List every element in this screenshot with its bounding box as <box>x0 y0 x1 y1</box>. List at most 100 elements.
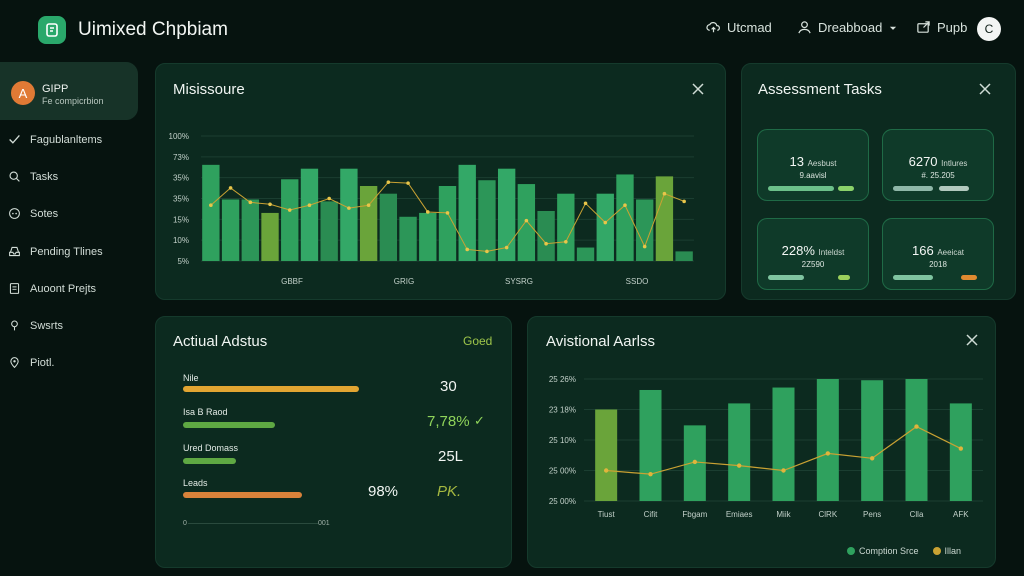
dashboard-dropdown[interactable]: Dreabboad <box>797 20 898 35</box>
sidebar-item-label: Piotl. <box>30 356 55 369</box>
trend-point <box>327 196 331 201</box>
trend-point <box>648 471 653 477</box>
inbox-icon <box>9 246 20 257</box>
sidebar-item-sotes[interactable]: Sotes <box>8 207 58 220</box>
avistional-bar-chart: 25 26% 23 18% 25 10% 25 00% 25 00% Tiust Cifit… <box>549 375 983 519</box>
task-tile-sub: #. 25.205 <box>921 171 955 180</box>
sidebar-item-fagublanltems[interactable]: Fagublanltems <box>8 133 102 146</box>
sidebar-item-label: Pending Tlines <box>30 245 103 258</box>
progress-bar <box>183 386 359 392</box>
trend-point <box>366 203 371 208</box>
profile-subtitle: Fe compicrbion <box>42 96 104 106</box>
pin-icon <box>11 320 18 331</box>
legend-item[interactable]: Illan <box>932 546 961 556</box>
app-logo-icon[interactable] <box>38 16 66 44</box>
bar <box>241 199 259 261</box>
task-tile-sub: 2Z590 <box>801 260 825 269</box>
trend-point <box>504 245 509 250</box>
chevron-down-icon <box>890 26 897 30</box>
bar <box>861 380 884 501</box>
trend-point <box>268 202 272 207</box>
bar <box>557 193 575 261</box>
top-bar: Uimixed Chpbiam Utcmad Dreabboad Pupb C <box>0 0 1024 60</box>
progress-label: Ured Domass <box>183 443 239 453</box>
task-tile[interactable]: 228% Inteldst 2Z590 <box>757 218 869 290</box>
trend-point <box>347 206 351 210</box>
chart-legend: Comption Srce Illan <box>847 546 961 556</box>
sidebar-item-pending-tlines[interactable]: Pending Tlines <box>8 245 103 258</box>
task-tile-sub: 9.aavisl <box>799 171 827 180</box>
trend-point <box>307 203 312 208</box>
search-icon <box>9 171 20 182</box>
bar <box>221 199 240 261</box>
y-tick-label: 23 18% <box>549 406 576 415</box>
bar <box>537 211 555 261</box>
task-tile[interactable]: 13 Aesbust 9.aavisl <box>757 129 869 201</box>
bar <box>595 409 618 501</box>
x-tick-label: Cifit <box>644 510 659 519</box>
y-tick-label: 35% <box>173 174 189 183</box>
axis-end-label: 001 <box>318 520 330 527</box>
progress-label: Isa B Raod <box>183 407 228 417</box>
sidebar-item-swsrts[interactable]: Swsrts <box>8 319 63 332</box>
y-tick-label: 10% <box>173 236 189 245</box>
trend-point <box>623 203 627 208</box>
progress-value: 25L <box>438 448 464 465</box>
user-avatar-button[interactable]: C <box>977 17 1001 41</box>
user-icon <box>798 21 811 34</box>
status-badge: Goed <box>463 334 493 348</box>
check-icon <box>9 135 20 144</box>
publish-nav-button[interactable]: Pupb <box>916 20 967 35</box>
publish-nav-label: Pupb <box>937 20 968 35</box>
profile-avatar: A <box>11 81 35 105</box>
sidebar-item-tasks[interactable]: Tasks <box>8 170 58 183</box>
app-title: Uimixed Chpbiam <box>78 19 228 40</box>
trend-point <box>781 468 786 473</box>
task-tile-value: 13 Aesbust <box>789 154 837 169</box>
task-tile-sub: 2018 <box>929 260 947 269</box>
close-icon[interactable] <box>978 82 992 96</box>
sidebar-item-auoont-prejts[interactable]: Auoont Prejts <box>8 282 96 295</box>
trend-point <box>736 463 742 468</box>
profile-card[interactable]: A GIPP Fe compicrbion <box>0 62 138 120</box>
avistional-card: Avistional Aarlss 25 26% 23 18% 25 10% 25 0… <box>527 316 996 568</box>
progress-value: 30 <box>440 378 457 395</box>
close-icon[interactable] <box>691 82 705 96</box>
bar <box>419 212 437 261</box>
close-icon[interactable] <box>965 333 979 347</box>
trend-point <box>662 191 667 196</box>
bar <box>655 176 674 261</box>
misissoure-title: Misissoure <box>173 81 245 98</box>
legend-item[interactable]: Comption Srce <box>847 546 919 556</box>
bar <box>596 193 614 261</box>
upload-nav-button[interactable]: Utcmad <box>706 20 772 35</box>
bar <box>905 379 928 501</box>
trend-point <box>485 249 489 254</box>
sidebar-item-label: Auoont Prejts <box>30 282 97 295</box>
x-tick-label: AFK <box>953 510 969 519</box>
bar <box>261 212 279 261</box>
progress-value: 7,78% <box>427 413 470 430</box>
trend-point <box>914 424 919 429</box>
actual-status-card: Actiual Adstus Goed <box>155 316 512 568</box>
task-tile-progress <box>768 275 804 280</box>
bar <box>478 180 496 261</box>
progress-bar <box>183 458 236 464</box>
profile-name: GIPP <box>42 83 69 95</box>
share-icon <box>917 21 930 33</box>
trend-point <box>642 244 647 249</box>
task-tile[interactable]: 166 Aeeicat 2018 <box>882 218 994 290</box>
dashboard-nav-label: Dreabboad <box>818 20 883 35</box>
x-tick-label: SSDO <box>626 277 649 286</box>
x-tick-label: Emiaes <box>726 510 753 519</box>
bar <box>399 216 417 261</box>
trend-point <box>603 220 608 225</box>
task-tile[interactable]: 6270 Intlures #. 25.205 <box>882 129 994 201</box>
sidebar-item-label: Tasks <box>30 170 59 183</box>
trend-point <box>544 241 548 246</box>
x-tick-label: Fbgam <box>682 510 707 519</box>
axis-start-label: 0 <box>183 520 187 527</box>
y-tick-label: 35% <box>173 195 189 204</box>
sidebar-item-piotl[interactable]: Piotl. <box>8 356 54 369</box>
x-tick-label: Tiust <box>598 510 616 519</box>
